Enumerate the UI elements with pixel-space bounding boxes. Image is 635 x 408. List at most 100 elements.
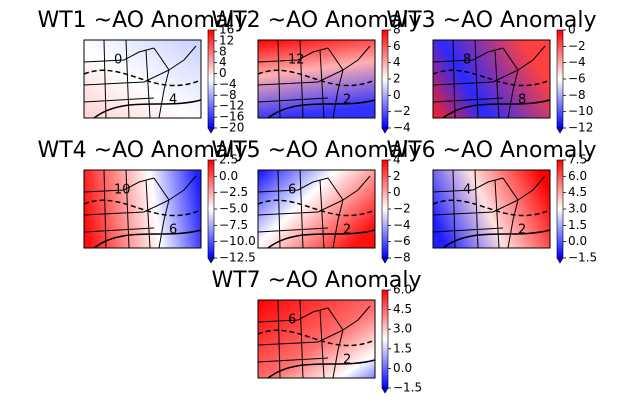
contour-label: 10 [114,183,131,198]
colorbar-tick-label: 1.5 [393,341,412,355]
colorbar-tick-label: 4.5 [568,185,587,199]
colorbar-tick-label: −1.5 [568,251,597,265]
contour-line [257,69,376,87]
map-frame [257,39,376,119]
colorbar-tick-label: 0.0 [568,234,587,248]
colorbar-extend [381,127,389,134]
colorbar-tick-label: −6 [568,72,586,86]
colorbar-tick-label: 2.5 [219,153,238,167]
colorbar-tick-label: 7.5 [568,153,587,167]
colorbar-extend [207,257,215,264]
colorbar-tick-label: 6.0 [568,169,587,183]
contour-label: 8 [518,93,526,108]
colorbar-tick-label: −10.0 [219,234,256,248]
colorbar-tick-label: −6 [393,234,411,248]
colorbar-tick-label: 0 [568,23,576,37]
map-frame [257,169,376,249]
state-borders [83,39,197,119]
colorbar-tick-label: 0 [393,88,401,102]
contour-line [83,199,202,217]
colorbar-tick-label: −4 [219,77,237,91]
colorbar-tick-label: 0 [219,66,227,80]
map-frame [83,39,202,119]
colorbar-extend [556,257,564,264]
colorbar-tick-label: −1.5 [393,381,422,395]
colorbar-tick-label: 3.0 [568,202,587,216]
contour-label: 6 [288,183,296,198]
colorbar-tick-label: 1.5 [568,218,587,232]
colorbar [207,29,215,129]
colorbar-tick-label: −12 [219,99,244,113]
contour-label: 12 [288,53,305,68]
contour-label: 2 [518,223,526,238]
panel-title: WT2 ~AO Anomaly [211,8,421,33]
colorbar [556,159,564,259]
panel-title: WT1 ~AO Anomaly [37,8,247,33]
contour-label: 8 [463,53,471,68]
colorbar-tick-label: 0.0 [219,169,238,183]
colorbar-tick-label: 4.5 [393,302,412,316]
contour-label: 2 [343,223,351,238]
colorbar-tick-label: 2 [393,169,401,183]
colorbar-tick-label: 3.0 [393,322,412,336]
contour-line [267,359,376,379]
colorbar [381,289,389,389]
colorbar-tick-label: −8 [393,251,411,265]
map-frame [257,299,376,379]
colorbar [381,159,389,259]
colorbar-tick-label: 4 [393,153,401,167]
colorbar-tick-label: 4 [393,55,401,69]
contour-line [432,199,551,217]
contour-label: 2 [343,353,351,368]
colorbar-tick-label: −8 [219,88,237,102]
colorbar-extend [207,127,215,134]
colorbar-tick-label: 0 [393,185,401,199]
colorbar-tick-label: −2 [568,39,586,53]
colorbar-tick-label: −20 [219,121,244,135]
colorbar-tick-label: 8 [393,23,401,37]
contour-line [267,99,376,119]
colorbar-tick-label: 8 [219,44,227,58]
state-borders [83,169,197,249]
colorbar-extend [381,387,389,394]
colorbar-tick-label: 4 [219,55,227,69]
colorbar-tick-label: −12.5 [219,251,256,265]
contour-label: 4 [169,93,177,108]
state-borders [432,39,546,119]
contour-line [432,69,551,87]
contour-line [442,229,551,249]
state-borders [257,39,371,119]
colorbar-tick-label: 0.0 [393,361,412,375]
panel-title: WT7 ~AO Anomaly [211,268,421,293]
colorbar [556,29,564,129]
state-borders [257,299,371,379]
colorbar-extend [381,257,389,264]
map-frame [83,169,202,249]
colorbar-extend [556,127,564,134]
colorbar-tick-label: −2 [393,104,411,118]
state-borders [257,169,371,249]
map-frame [432,39,551,119]
contour-label: 2 [343,93,351,108]
colorbar-tick-label: −10 [568,104,593,118]
contour-line [267,229,376,249]
colorbar-tick-label: −7.5 [219,218,248,232]
colorbar [207,159,215,259]
panel-title: WT6 ~AO Anomaly [386,138,596,163]
contour-line [257,199,376,217]
colorbar-tick-label: −8 [568,88,586,102]
panel-title: WT3 ~AO Anomaly [386,8,596,33]
contour-label: 4 [463,183,471,198]
colorbar-tick-label: 6 [393,39,401,53]
contour-line [442,99,551,119]
colorbar-tick-label: −4 [568,55,586,69]
colorbar-tick-label: −16 [219,110,244,124]
contour-label: 0 [114,53,122,68]
